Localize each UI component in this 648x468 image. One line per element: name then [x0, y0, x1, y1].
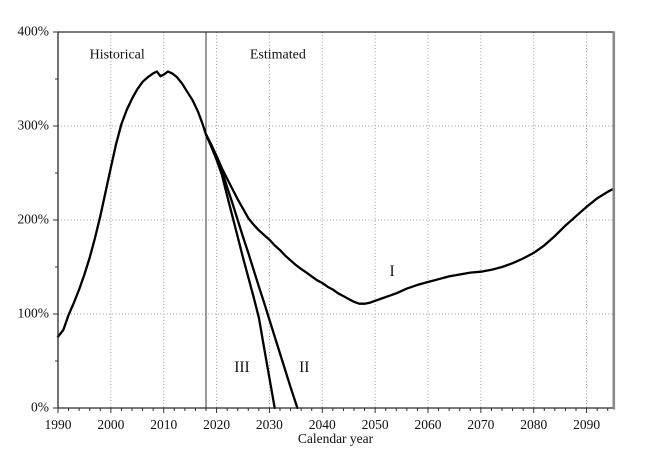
series-alternative-III — [204, 133, 276, 410]
y-tick-label: 200% — [18, 212, 50, 227]
series-historical — [56, 70, 208, 338]
annotation-historical: Historical — [90, 48, 145, 63]
x-tick-label: 1990 — [45, 417, 72, 432]
x-tick-label: 2060 — [415, 417, 442, 432]
y-tick-label: 100% — [18, 306, 50, 321]
y-tick-label: 300% — [18, 118, 50, 133]
y-tick-label: 400% — [18, 24, 50, 39]
annotation-iii: III — [234, 359, 250, 376]
x-tick-label: 2040 — [309, 417, 336, 432]
x-tick-label: 2080 — [520, 417, 547, 432]
gridlines — [58, 32, 613, 408]
series-alternative-II — [204, 133, 299, 410]
x-tick-label: 2090 — [573, 417, 600, 432]
annotation-estimated: Estimated — [250, 48, 306, 63]
annotation-ii: II — [299, 359, 309, 376]
series-alternative-I — [204, 133, 615, 305]
y-tick-label: 0% — [31, 400, 49, 415]
x-tick-label: 2070 — [467, 417, 494, 432]
annotation-i: I — [389, 263, 394, 280]
x-tick-label: 2020 — [203, 417, 230, 432]
x-tick-label: 2050 — [362, 417, 389, 432]
plot-border — [57, 31, 613, 409]
x-tick-label: 2030 — [256, 417, 283, 432]
axis-ticks — [53, 31, 609, 413]
x-axis-title: Calendar year — [298, 431, 374, 446]
x-tick-label: 2010 — [150, 417, 177, 432]
x-tick-label: 2000 — [97, 417, 124, 432]
